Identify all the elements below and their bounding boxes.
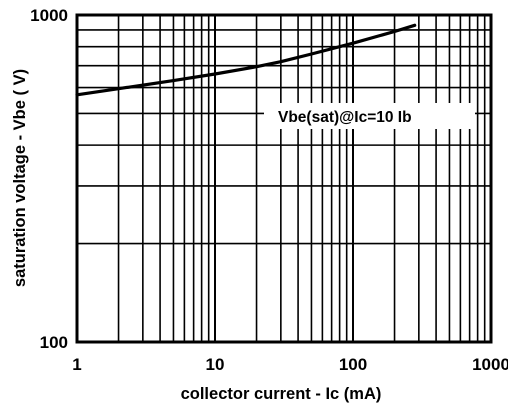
grid: [77, 15, 491, 342]
x-tick-label: 1000: [472, 355, 508, 374]
series-line-0: [75, 23, 417, 97]
x-axis-label: collector current - Ic (mA): [181, 385, 382, 403]
annotation-box: [264, 103, 475, 129]
x-tick-label: 1: [72, 355, 81, 374]
annotation: Vbe(sat)@Ic=10 Ib: [264, 103, 475, 129]
y-tick-labels: 100 1000: [30, 6, 68, 352]
y-tick-label: 100: [40, 333, 68, 352]
annotation-text: Vbe(sat)@Ic=10 Ib: [278, 109, 412, 126]
plot-frame: [75, 13, 493, 344]
x-tick-labels: 1 10 100 1000: [72, 355, 508, 374]
x-tick-label: 10: [206, 355, 225, 374]
series-layer: [75, 23, 417, 97]
y-axis-label: saturation voltage - Vbe ( V): [11, 69, 29, 287]
x-tick-label: 100: [339, 355, 367, 374]
y-tick-label: 1000: [30, 6, 68, 25]
